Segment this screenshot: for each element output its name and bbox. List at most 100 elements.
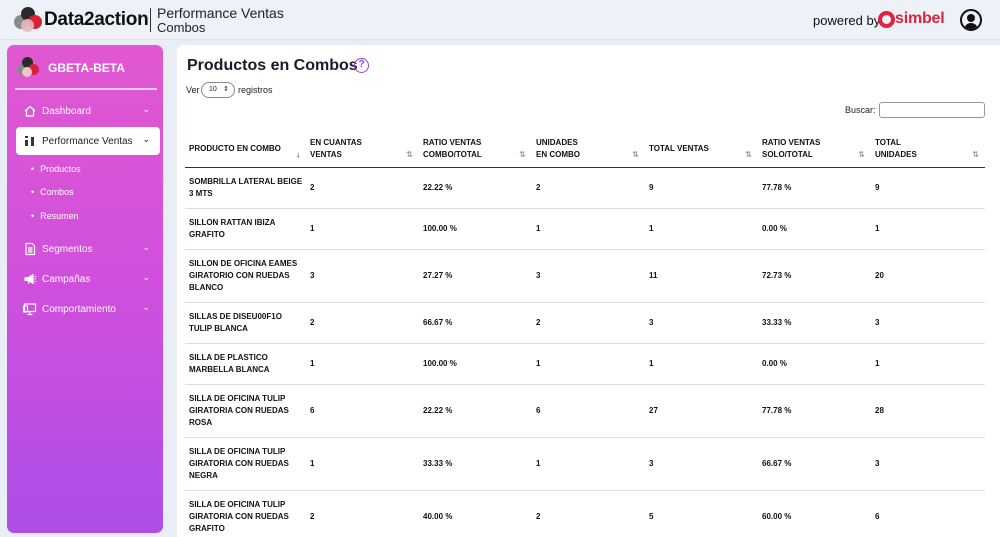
column-header[interactable]: EN CUANTAS VENTAS ⇅	[306, 131, 419, 168]
column-header-label: RATIO VENTAS	[423, 137, 482, 147]
sort-icon[interactable]: ⇅	[745, 149, 752, 159]
column-header-label: SOLO/TOTAL	[762, 149, 813, 159]
column-header-label: TOTAL	[875, 137, 901, 147]
chevron-down-icon: ⌄	[142, 104, 150, 114]
cell-ratio-combo: 22.22 %	[419, 384, 532, 438]
cell-total-unidades: 6	[871, 490, 985, 537]
product-name-line: ROSA	[189, 417, 213, 427]
help-icon[interactable]: ?	[354, 58, 369, 73]
sort-icon[interactable]: ⇅	[519, 149, 526, 159]
sort-icon[interactable]: ⇅	[858, 149, 865, 159]
product-name-line: SILLAS DE DISEU00F1O	[189, 311, 282, 321]
table-row[interactable]: SILLAS DE DISEU00F1O TULIP BLANCA 2 66.67 %…	[185, 302, 985, 344]
cell-total-ventas: 1	[645, 343, 758, 385]
sidebar-item-label: Performance Ventas	[42, 136, 133, 147]
sidebar-item-campanas[interactable]: Campañas ⌄	[16, 265, 160, 293]
cell-ratio-combo: 22.22 %	[419, 167, 532, 209]
product-cell: SILLON DE OFICINA EAMES GIRATORIO CON RUE…	[185, 249, 306, 303]
cell-en-cuantas: 2	[306, 490, 419, 537]
cell-en-cuantas: 1	[306, 343, 419, 385]
simbel-mark-icon	[878, 11, 895, 28]
product-name-line: 3 MTS	[189, 188, 213, 198]
cell-total-unidades: 3	[871, 437, 985, 491]
cell-total-unidades: 9	[871, 167, 985, 209]
page-length-value: 10	[209, 86, 217, 93]
table-row[interactable]: SILLON RATTAN IBIZA GRAFITO 1 100.00 % 1 1 0.0…	[185, 208, 985, 250]
table-header-row: PRODUCTO EN COMBO ↓ EN CUANTAS VENTAS ⇅ RATIO…	[185, 131, 985, 168]
search-label: Buscar:	[845, 105, 876, 115]
cell-ratio-combo: 40.00 %	[419, 490, 532, 537]
table-row[interactable]: SILLA DE OFICINA TULIP GIRATORIA CON RUED…	[185, 490, 985, 537]
column-header[interactable]: RATIO VENTAS SOLO/TOTAL ⇅	[758, 131, 871, 168]
subitem-combos[interactable]: Combos	[31, 187, 74, 197]
sidebar-item-dashboard[interactable]: Dashboard ⌄	[16, 97, 160, 125]
length-prefix: Ver	[186, 85, 200, 95]
data2action-logo-icon	[14, 7, 42, 33]
sidebar-item-performance-ventas[interactable]: Performance Ventas ⌄	[16, 127, 160, 155]
sort-icon[interactable]: ⇅	[972, 149, 979, 159]
cell-en-cuantas: 3	[306, 249, 419, 303]
powered-by-text: powered by	[813, 13, 881, 28]
cell-en-cuantas: 6	[306, 384, 419, 438]
column-header-label: RATIO VENTAS	[762, 137, 821, 147]
cell-total-ventas: 3	[645, 437, 758, 491]
product-name-line: GRAFITO	[189, 523, 225, 533]
sidebar: GBETA-BETA Dashboard ⌄ Performance Venta…	[7, 45, 163, 533]
product-name-line: GIRATORIO CON RUEDAS	[189, 270, 290, 280]
product-name-line: GIRATORIA CON RUEDAS	[189, 511, 289, 521]
cell-total-ventas: 1	[645, 208, 758, 250]
column-header[interactable]: TOTAL UNIDADES ⇅	[871, 131, 985, 168]
column-header-label: UNIDADES	[875, 149, 917, 159]
product-name-line: GRAFITO	[189, 229, 225, 239]
product-cell: SILLA DE OFICINA TULIP GIRATORIA CON RUED…	[185, 437, 306, 491]
page-length-select[interactable]: 10 ⇕	[201, 82, 235, 98]
column-header[interactable]: UNIDADES EN COMBO ⇅	[532, 131, 645, 168]
column-header[interactable]: PRODUCTO EN COMBO ↓	[185, 131, 306, 168]
sidebar-item-label: Comportamiento	[42, 304, 116, 315]
table-row[interactable]: SILLA DE OFICINA TULIP GIRATORIA CON RUED…	[185, 437, 985, 491]
cell-ratio-solo: 77.78 %	[758, 167, 871, 209]
sidebar-item-comportamiento[interactable]: Comportamiento ⌄	[16, 295, 160, 323]
cell-ratio-combo: 33.33 %	[419, 437, 532, 491]
table-row[interactable]: SILLA DE PLASTICO MARBELLA BLANCA 1 100.00 …	[185, 343, 985, 385]
column-header[interactable]: RATIO VENTAS COMBO/TOTAL ⇅	[419, 131, 532, 168]
table-row[interactable]: SILLA DE OFICINA TULIP GIRATORIA CON RUED…	[185, 384, 985, 438]
product-name-line: GIRATORIA CON RUEDAS	[189, 405, 289, 415]
cell-ratio-combo: 100.00 %	[419, 343, 532, 385]
table-row[interactable]: SOMBRILLA LATERAL BEIGE 3 MTS 2 22.22 % 2 9 77…	[185, 167, 985, 209]
subitem-productos[interactable]: Productos	[31, 164, 81, 174]
cell-ratio-solo: 66.67 %	[758, 437, 871, 491]
sidebar-divider	[15, 88, 157, 90]
cell-ratio-solo: 33.33 %	[758, 302, 871, 344]
product-name-line: NEGRA	[189, 470, 218, 480]
page-section-subtitle: Combos	[157, 20, 206, 35]
main-panel: Productos en Combos ? Ver 10 ⇕ registros…	[177, 45, 1000, 537]
cell-total-ventas: 5	[645, 490, 758, 537]
column-header-label: EN CUANTAS	[310, 137, 362, 147]
cell-unidades-combo: 1	[532, 208, 645, 250]
simbel-wordmark: simbel	[895, 10, 945, 27]
sort-icon[interactable]: ⇅	[406, 149, 413, 159]
search-input[interactable]	[879, 102, 985, 118]
cell-unidades-combo: 6	[532, 384, 645, 438]
column-header-label: EN COMBO	[536, 149, 580, 159]
combos-table: PRODUCTO EN COMBO ↓ EN CUANTAS VENTAS ⇅ RATIO…	[185, 131, 985, 537]
org-logo-icon	[17, 57, 39, 79]
table-row[interactable]: SILLON DE OFICINA EAMES GIRATORIO CON RUE…	[185, 249, 985, 303]
product-cell: SILLA DE OFICINA TULIP GIRATORIA CON RUED…	[185, 384, 306, 438]
subitem-resumen[interactable]: Resumen	[31, 211, 79, 221]
column-header[interactable]: TOTAL VENTAS ⇅	[645, 131, 758, 168]
column-header-label: UNIDADES	[536, 137, 578, 147]
chart-icon	[25, 136, 34, 146]
sort-desc-icon[interactable]: ↓	[296, 149, 300, 159]
cell-total-unidades: 20	[871, 249, 985, 303]
cell-unidades-combo: 3	[532, 249, 645, 303]
sort-icon[interactable]: ⇅	[632, 149, 639, 159]
sidebar-item-segmentos[interactable]: Segmentos ⌄	[16, 235, 160, 263]
user-avatar-icon[interactable]	[960, 9, 982, 31]
cell-ratio-solo: 0.00 %	[758, 208, 871, 250]
product-name-line: MARBELLA BLANCA	[189, 364, 270, 374]
cell-ratio-combo: 100.00 %	[419, 208, 532, 250]
table-body: SOMBRILLA LATERAL BEIGE 3 MTS 2 22.22 % 2 9 77…	[185, 167, 985, 537]
top-header: Data2action Performance Ventas Combos po…	[0, 0, 1000, 40]
